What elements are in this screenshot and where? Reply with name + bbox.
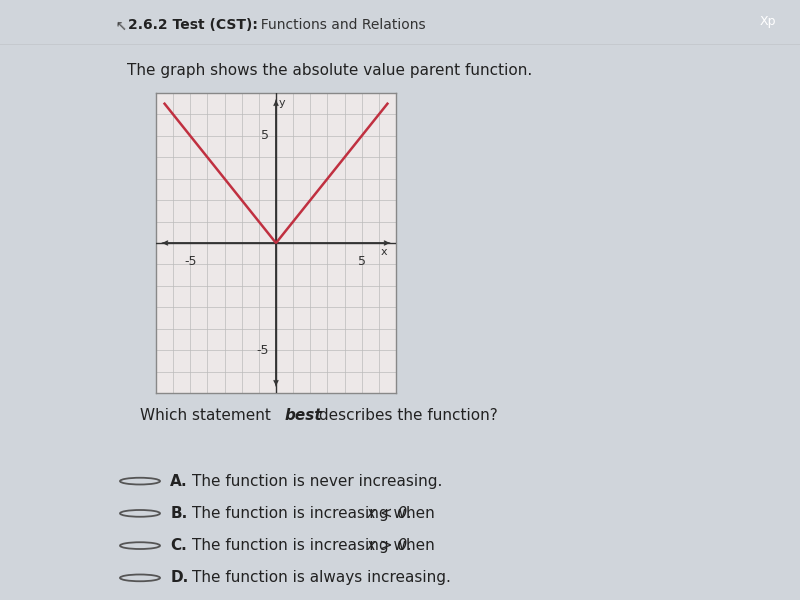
Text: ↑: ↑ [112, 16, 130, 34]
Text: The function is never increasing.: The function is never increasing. [192, 473, 442, 488]
Text: The function is always increasing.: The function is always increasing. [192, 571, 451, 586]
Text: 2.6.2 Test (CST):: 2.6.2 Test (CST): [128, 18, 258, 32]
Text: Which statement: Which statement [140, 408, 276, 423]
Text: C.: C. [170, 538, 187, 553]
Text: y: y [278, 98, 286, 108]
Text: best: best [285, 408, 322, 423]
Text: x: x [381, 247, 387, 257]
Text: The function is increasing when: The function is increasing when [192, 506, 440, 521]
Text: 5: 5 [261, 130, 269, 142]
Text: x > 0.: x > 0. [366, 538, 412, 553]
Text: -5: -5 [184, 255, 197, 268]
Text: -5: -5 [257, 344, 269, 356]
Text: 5: 5 [358, 255, 366, 268]
Text: The graph shows the absolute value parent function.: The graph shows the absolute value paren… [126, 63, 532, 78]
Text: A.: A. [170, 473, 188, 488]
Text: describes the function?: describes the function? [314, 408, 498, 423]
Text: D.: D. [170, 571, 189, 586]
Text: The function is increasing when: The function is increasing when [192, 538, 440, 553]
Text: x < 0.: x < 0. [366, 506, 412, 521]
Text: Functions and Relations: Functions and Relations [252, 18, 426, 32]
Text: Xp: Xp [760, 14, 776, 28]
Text: B.: B. [170, 506, 188, 521]
